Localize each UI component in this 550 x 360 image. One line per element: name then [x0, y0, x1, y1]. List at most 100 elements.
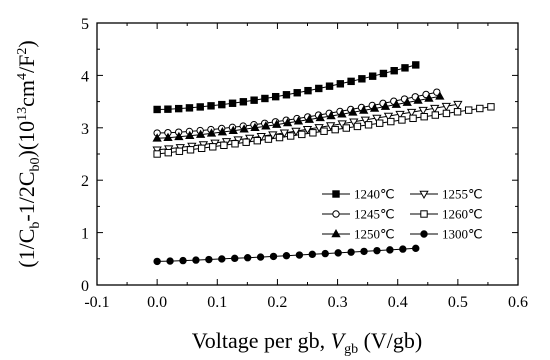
- data-point: [358, 75, 366, 83]
- legend-marker: [419, 190, 429, 200]
- data-point: [152, 133, 162, 142]
- data-point: [286, 132, 295, 140]
- data-point: [315, 84, 323, 93]
- data-point: [375, 119, 384, 127]
- series-0: [153, 61, 420, 114]
- data-point: [256, 133, 266, 142]
- data-point: [399, 245, 407, 253]
- data-point: [360, 116, 370, 125]
- data-point: [282, 91, 291, 99]
- data-point: [315, 112, 325, 122]
- legend-label: 1250℃: [354, 227, 395, 242]
- legend-item: 1255℃: [410, 187, 483, 202]
- data-point: [291, 127, 301, 137]
- data-point: [220, 141, 228, 149]
- data-point: [453, 100, 463, 110]
- data-point: [261, 121, 271, 130]
- legend-label: 1255℃: [442, 187, 483, 202]
- y-axis-title-sup2: 4: [15, 73, 30, 80]
- data-point: [153, 150, 161, 158]
- data-point: [268, 131, 278, 140]
- data-point: [253, 136, 261, 145]
- data-point: [309, 129, 317, 137]
- data-point: [409, 114, 417, 123]
- data-point: [441, 102, 451, 112]
- data-point: [279, 129, 290, 138]
- data-point: [406, 108, 417, 118]
- data-point: [390, 67, 398, 75]
- data-point: [282, 252, 291, 260]
- data-point: [325, 82, 334, 90]
- data-point: [336, 80, 345, 88]
- data-point: [431, 111, 440, 119]
- legend-marker: [420, 230, 428, 238]
- data-point: [476, 104, 484, 113]
- data-point: [386, 246, 394, 254]
- data-point: [185, 130, 195, 140]
- data-point: [347, 248, 355, 256]
- data-point: [326, 110, 336, 120]
- x-axis-title-unit: (V/gb): [358, 328, 422, 353]
- x-tick-label: 0.1: [207, 294, 227, 311]
- y-tick-label: 1: [81, 226, 89, 243]
- data-point: [359, 105, 369, 114]
- y-axis-title-sub2: b0: [28, 157, 43, 171]
- data-point: [218, 100, 226, 109]
- series-layer: [152, 61, 495, 266]
- data-point: [271, 92, 280, 101]
- x-tick-label: 0.2: [267, 294, 287, 311]
- legend-marker: [331, 228, 341, 238]
- data-point: [275, 133, 284, 142]
- data-point: [402, 97, 412, 106]
- data-point: [261, 94, 269, 103]
- data-point: [368, 72, 377, 80]
- y-axis-title-part1: (1/C: [14, 229, 39, 268]
- legend-marker: [332, 190, 340, 198]
- legend-label: 1260℃: [442, 207, 483, 222]
- data-point: [293, 89, 301, 97]
- data-point: [293, 116, 304, 125]
- data-point: [331, 125, 339, 134]
- data-point: [369, 103, 380, 112]
- data-point: [185, 104, 194, 112]
- data-point: [398, 116, 406, 124]
- ticks-layer: -0.1 0.0 0.1 0.2 0.3 0.4 0.5 0.6 0 1 2 3 4 5: [81, 16, 528, 311]
- x-axis-title-main: Voltage per gb,: [192, 328, 331, 353]
- y-tick-label: 4: [81, 68, 89, 85]
- data-point: [487, 103, 495, 111]
- data-point: [166, 257, 174, 265]
- y-tick-label: 0: [81, 278, 89, 295]
- x-tick-label: 0.5: [448, 294, 468, 311]
- data-point: [231, 254, 239, 263]
- data-point: [321, 249, 329, 258]
- y-axis-title-part5: /F: [14, 55, 39, 73]
- y-axis-title-part4: cm: [14, 80, 39, 107]
- data-point: [413, 95, 423, 104]
- y-axis-title: (1/Cb-1/2Cb0)(1013cm4/F2): [14, 40, 43, 267]
- x-axis-title-var: V: [331, 328, 347, 353]
- y-axis-title-sub1: b: [28, 222, 43, 229]
- data-point: [395, 110, 405, 120]
- data-point: [163, 132, 173, 141]
- x-axis-title: Voltage per gb, Vgb (V/gb): [192, 328, 423, 357]
- y-tick-label: 2: [81, 173, 89, 190]
- data-point: [272, 119, 282, 128]
- data-point: [387, 117, 395, 126]
- data-point: [196, 103, 204, 111]
- legend-item: 1300℃: [410, 227, 483, 242]
- data-point: [295, 251, 304, 259]
- data-point: [412, 244, 420, 253]
- data-point: [250, 122, 260, 132]
- data-point: [239, 98, 248, 106]
- data-point: [347, 77, 355, 86]
- data-point: [320, 127, 328, 135]
- data-point: [360, 247, 368, 256]
- data-point: [453, 108, 462, 116]
- x-axis-title-sub: gb: [344, 342, 358, 357]
- data-point: [192, 256, 200, 264]
- data-point: [242, 138, 250, 146]
- data-point: [298, 130, 306, 139]
- data-point: [337, 109, 347, 118]
- y-axis-title-part3: )(10: [14, 121, 39, 158]
